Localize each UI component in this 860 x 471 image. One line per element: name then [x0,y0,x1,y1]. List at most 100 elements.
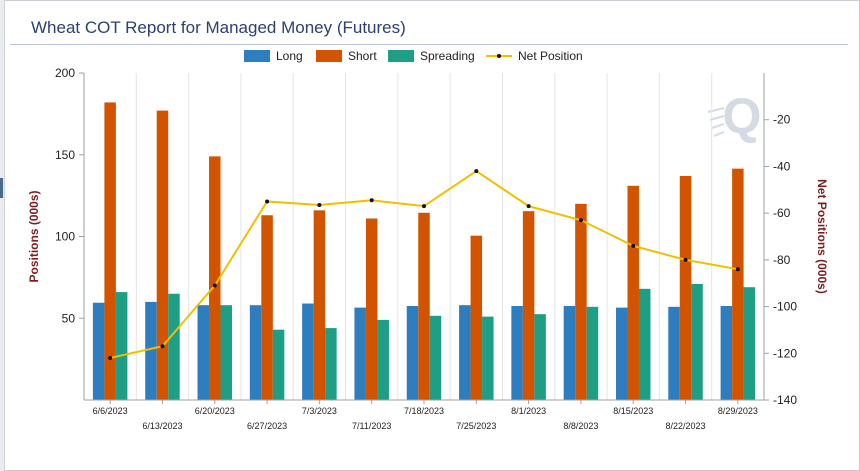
bar-spreading [115,292,128,400]
net-position-point [735,267,740,272]
bar-spreading [168,293,180,400]
bar-long [354,307,366,400]
panel-edge-marker [0,178,3,198]
net-position-point [369,198,374,203]
x-axis-tick-label: 6/13/2023 [142,421,182,431]
net-position-point [578,218,583,223]
net-position-point [212,283,217,288]
bar-long [92,302,105,400]
bar-short [470,235,483,400]
bar-spreading [743,287,756,400]
legend-item-net-position[interactable]: Net Position [486,49,583,63]
x-axis-tick-label: 8/29/2023 [718,406,758,416]
bar-spreading [325,328,337,400]
bar-spreading [534,314,546,400]
x-axis-tick-label: 7/11/2023 [352,421,391,431]
bar-spreading [691,283,703,400]
x-axis-tick-label: 7/18/2023 [404,406,444,416]
legend-swatch-long [244,50,270,62]
watermark-stroke [707,107,725,113]
right-axis-tick-label: -140 [773,393,797,407]
legend-item-long[interactable]: Long [244,49,303,63]
bar-short [522,211,535,400]
bar-short [209,156,221,400]
net-position-point [160,344,165,349]
x-axis-tick-label: 8/15/2023 [613,406,653,416]
bar-spreading [272,329,285,400]
bar-short [627,185,639,400]
net-position-point [683,257,688,262]
panel-scroll-edge [0,0,5,471]
left-axis-tick-label: 50 [62,311,76,325]
chart-title: Wheat COT Report for Managed Money (Futu… [31,18,406,37]
left-axis-title: Positions (000s) [27,190,41,282]
x-axis-tick-label: 8/1/2023 [511,406,546,416]
net-position-point [422,204,426,209]
bar-short [261,215,273,400]
x-axis-tick-label: 6/27/2023 [247,421,287,431]
x-axis-tick-label: 6/6/2023 [93,406,128,416]
right-axis-tick-label: -20 [773,113,791,127]
bar-long [145,301,157,400]
net-position-point [317,202,322,207]
bar-short [575,203,587,400]
legend-label-short: Short [348,49,377,63]
bar-long [406,305,419,400]
bar-long [563,305,576,400]
legend-swatch-short [316,50,342,62]
right-axis-title: Net Positions (000s) [815,179,829,294]
legend-item-spreading[interactable]: Spreading [388,49,475,63]
bar-spreading [220,305,233,400]
x-axis-tick-label: 7/3/2023 [302,406,337,416]
watermark-stroke [709,115,725,121]
right-axis-tick-label: -60 [773,206,791,220]
left-axis-tick-label: 150 [55,148,75,162]
net-position-point [265,199,270,204]
bar-long [249,305,262,400]
bar-spreading [586,306,599,400]
bar-spreading [638,288,651,400]
right-axis-tick-label: -120 [773,346,797,360]
net-position-point [631,243,636,248]
legend-item-short[interactable]: Short [316,49,377,63]
x-axis-tick-label: 6/20/2023 [195,406,235,416]
watermark-logo: Q [707,88,762,144]
x-axis-tick-label: 8/22/2023 [666,421,706,431]
bar-short [313,210,326,400]
bar-short [418,212,430,400]
right-axis-tick-label: -40 [773,159,791,173]
legend-swatch-spreading [388,50,414,62]
title-divider [10,44,848,45]
x-axis-tick-label: 7/25/2023 [456,421,496,431]
bar-spreading [482,316,494,400]
legend-label-spreading: Spreading [420,49,475,63]
legend-label-long: Long [276,49,303,63]
bar-spreading [377,319,389,400]
bar-long [459,305,471,400]
bar-long [197,305,210,400]
bar-long [615,307,628,400]
x-axis-tick-label: 8/8/2023 [563,421,598,431]
bar-long [302,303,314,400]
legend-label-net-position: Net Position [518,49,583,63]
legend: Long Short Spreading Net Position [0,47,860,67]
bar-long [511,305,523,400]
net-position-point [108,355,113,360]
watermark-q-glyph: Q [723,88,762,144]
net-position-point [526,204,531,209]
right-axis-tick-label: -80 [773,253,791,267]
left-axis-tick-label: 200 [55,66,75,80]
watermark-stroke [711,123,725,129]
watermark-stroke [713,131,725,137]
bar-short [679,176,692,400]
right-axis-tick-label: -100 [773,300,797,314]
bar-short [156,110,169,401]
bar-spreading [429,315,442,400]
bar-short [732,168,744,400]
bar-short [365,218,378,400]
bar-long [668,306,680,400]
bar-short [104,102,116,401]
net-position-point [474,169,479,174]
bar-long [720,305,733,400]
